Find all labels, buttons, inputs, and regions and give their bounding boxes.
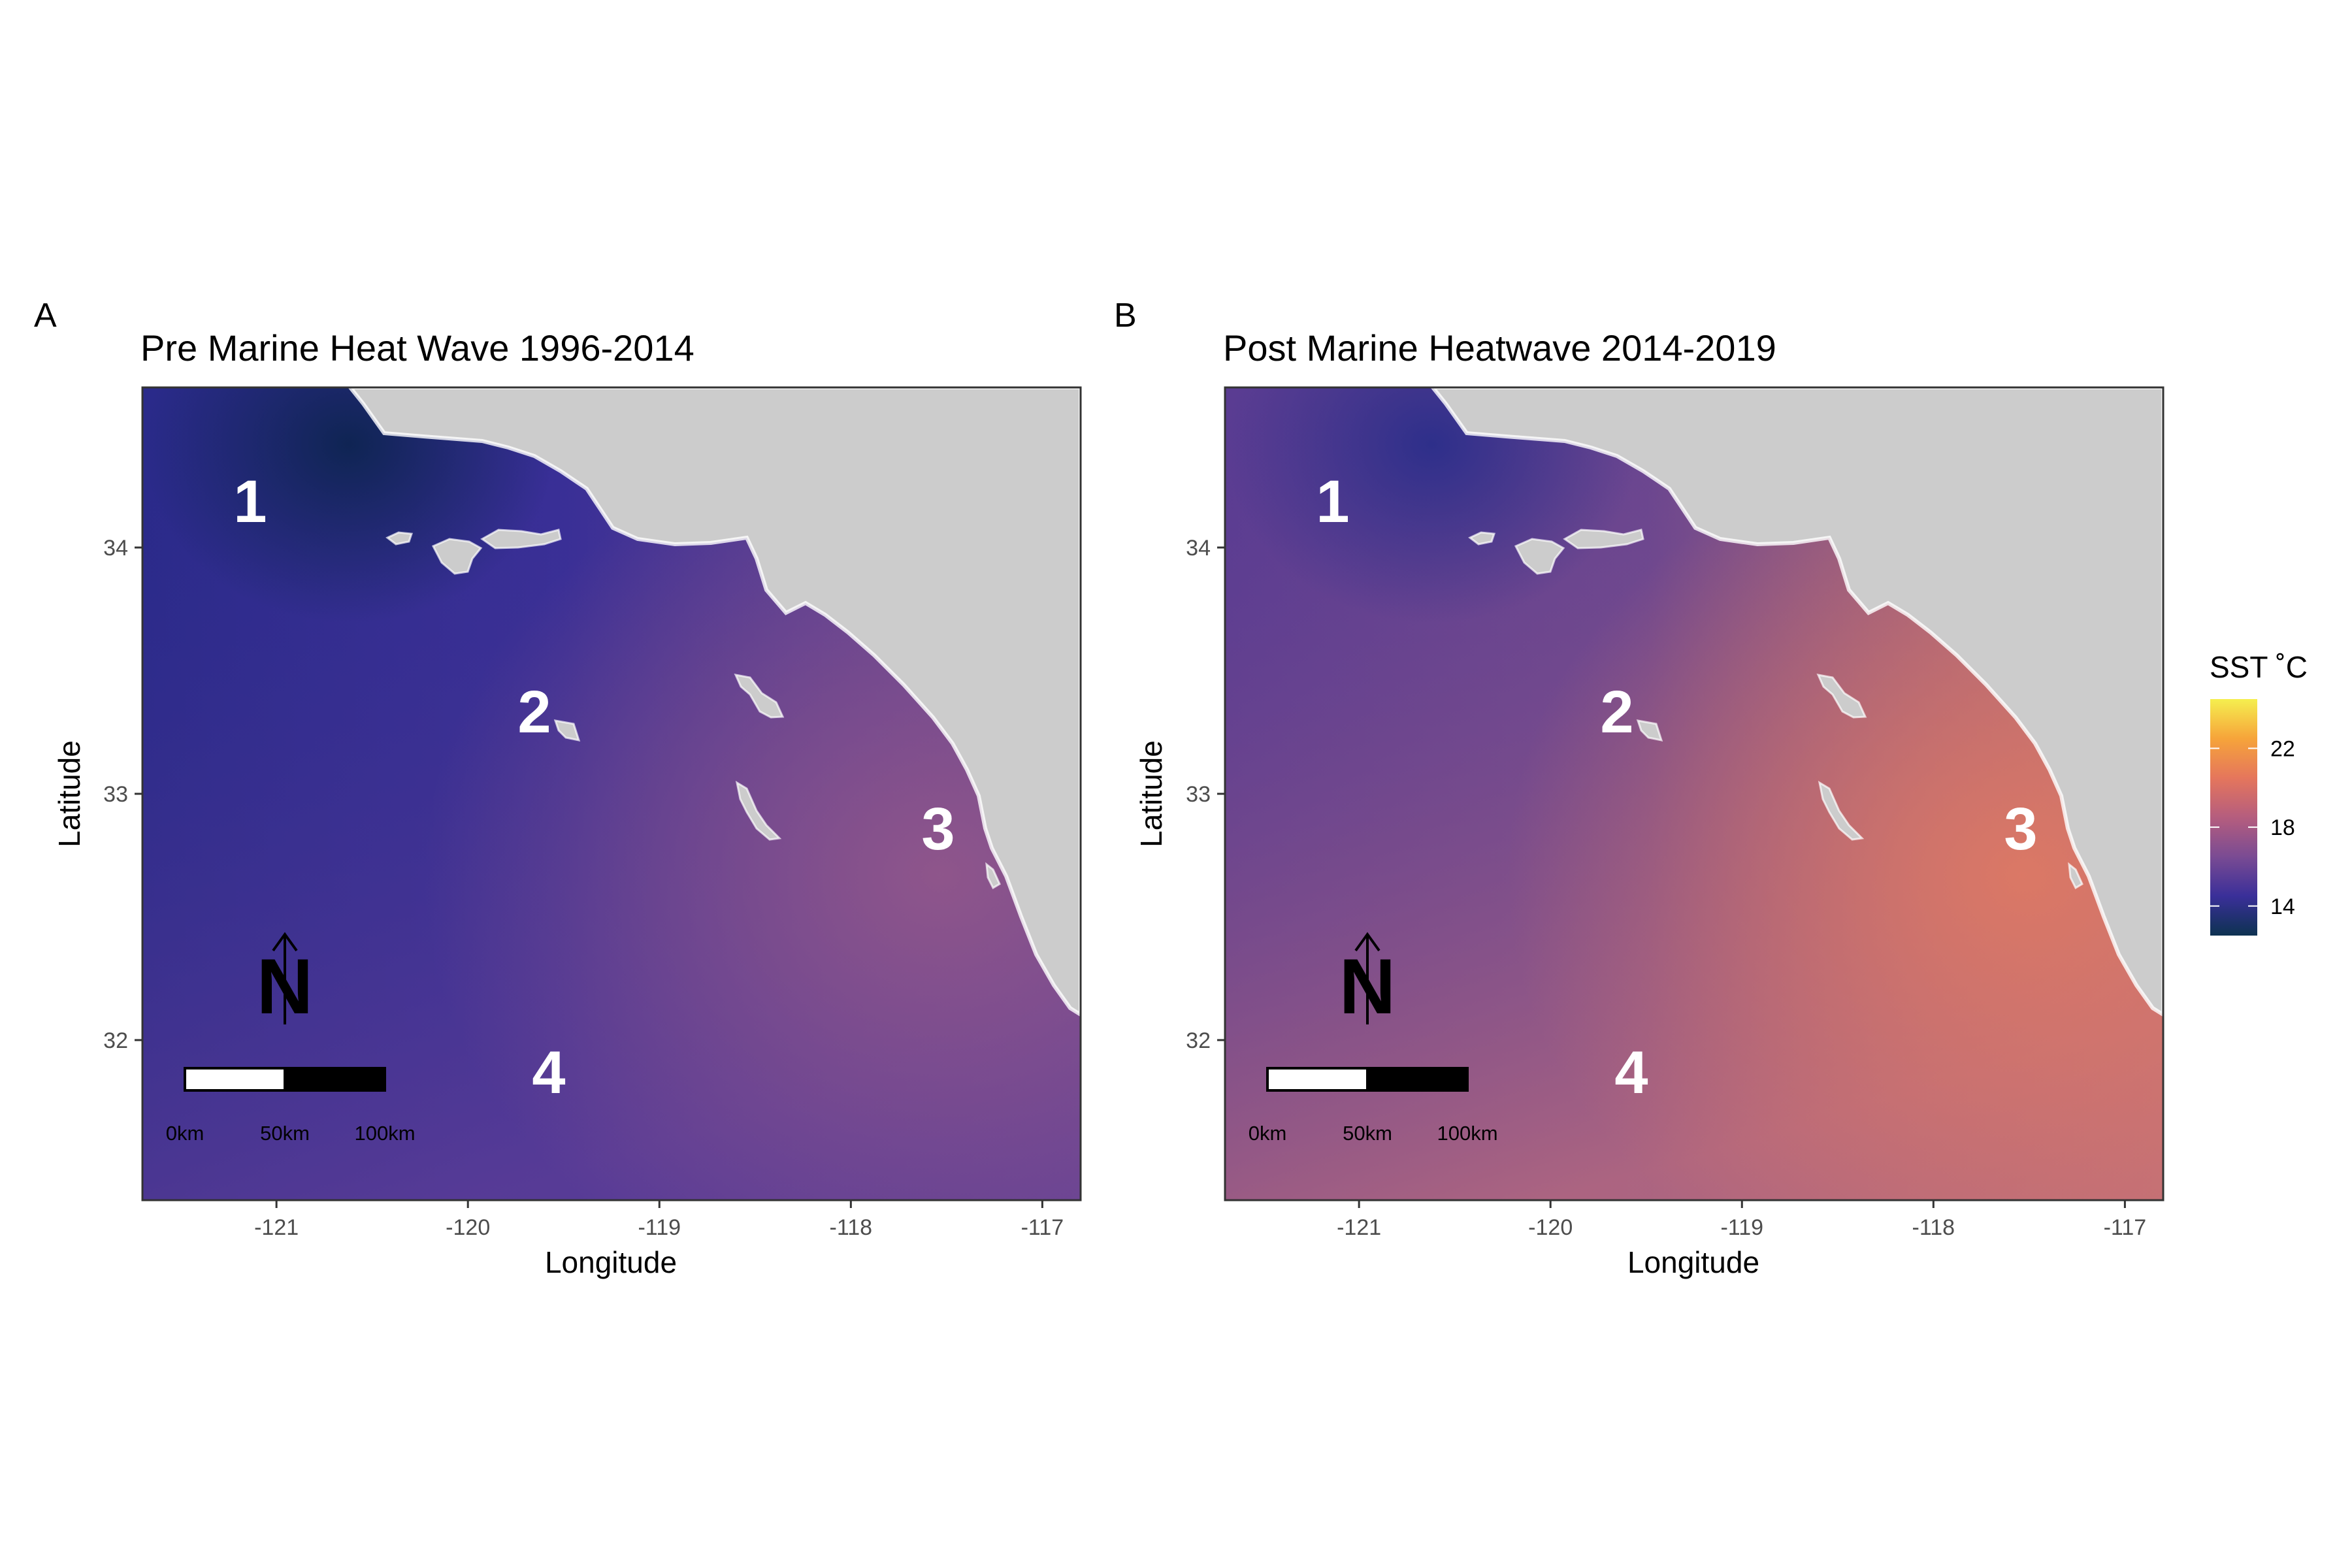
region-label-3: 3	[2004, 796, 2037, 862]
panel-title: Post Marine Heatwave 2014-2019	[1223, 327, 1776, 368]
x-axis-title: Longitude	[1627, 1245, 1759, 1279]
x-tick-label: -119	[638, 1215, 681, 1240]
panel-b: B Post Marine Heatwave 2014-2019 1234N0k…	[1114, 297, 2163, 1279]
scale-label: 50km	[260, 1122, 310, 1145]
x-tick-label: -120	[446, 1215, 490, 1240]
x-tick-label: -118	[1912, 1215, 1955, 1240]
y-tick-label: 34	[103, 536, 128, 561]
x-tick-label: -117	[2104, 1215, 2147, 1240]
y-tick-label: 34	[1186, 536, 1211, 561]
x-tick-label: -120	[1528, 1215, 1573, 1240]
legend-tick-label: 22	[2270, 736, 2295, 761]
panel-a: A Pre Marine Heat Wave 1996-2014 1234N0k…	[34, 297, 1081, 1279]
y-tick-label: 32	[103, 1028, 128, 1053]
scale-label: 100km	[1437, 1122, 1497, 1145]
y-tick-label: 33	[103, 782, 128, 807]
region-label-2: 2	[1600, 679, 1633, 745]
colorbar-legend: SST ˚C 14 18 22	[2210, 650, 2308, 936]
x-tick-label: -117	[1021, 1215, 1064, 1240]
x-tick-label: -121	[254, 1215, 299, 1240]
region-label-1: 1	[1316, 468, 1349, 535]
legend-tick-label: 18	[2270, 815, 2295, 840]
region-label-2: 2	[517, 679, 551, 745]
panel-tag: B	[1114, 297, 1137, 335]
y-tick-label: 33	[1186, 782, 1211, 807]
panel-tag: A	[34, 297, 57, 335]
x-tick-label: -121	[1337, 1215, 1381, 1240]
north-arrow: N	[1339, 934, 1396, 1030]
x-axis-title: Longitude	[545, 1245, 677, 1279]
north-arrow-label: N	[1339, 943, 1396, 1030]
north-arrow-label: N	[257, 943, 314, 1030]
scale-label: 50km	[1343, 1122, 1392, 1145]
y-axis-title: Latitude	[52, 740, 86, 847]
region-label-1: 1	[233, 468, 267, 535]
colorbar	[2210, 699, 2257, 936]
north-arrow: N	[257, 934, 314, 1030]
region-label-4: 4	[532, 1039, 565, 1106]
legend-tick-label: 14	[2270, 894, 2295, 919]
y-tick-label: 32	[1186, 1028, 1211, 1053]
region-label-4: 4	[1614, 1039, 1648, 1106]
panel-title: Pre Marine Heat Wave 1996-2014	[140, 327, 694, 368]
y-axis-title: Latitude	[1134, 740, 1168, 847]
x-tick-label: -119	[1720, 1215, 1763, 1240]
scale-label: 0km	[166, 1122, 204, 1145]
region-label-3: 3	[921, 796, 955, 862]
legend-title: SST ˚C	[2210, 650, 2308, 684]
scale-label: 0km	[1249, 1122, 1287, 1145]
scale-label: 100km	[354, 1122, 415, 1145]
x-tick-label: -118	[830, 1215, 873, 1240]
